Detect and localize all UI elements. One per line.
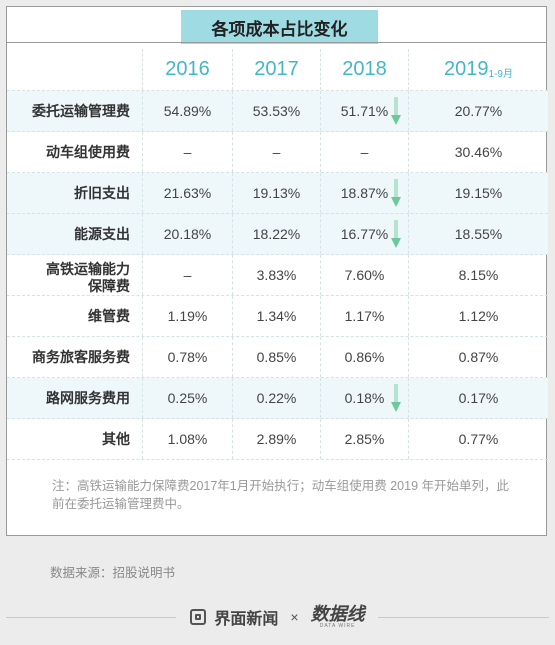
brand-datawire: 数据线 (310, 603, 365, 625)
title-divider (7, 42, 546, 43)
down-arrow-icon (391, 179, 401, 207)
cell-2019: 0.87% (408, 337, 548, 377)
table-header-row: 2016 2017 2018 2019 1-9月 (7, 49, 548, 91)
cell-2018-value: 0.18% (344, 390, 385, 406)
row-label: 其他 (102, 430, 130, 447)
table-row: 折旧支出 21.63% 19.13% 18.87% 19.15% (7, 173, 548, 214)
cell-2016: – (142, 132, 232, 172)
cell-2016: 0.25% (142, 378, 232, 418)
footer-branding: 界面新闻 × 数据线 DATA WIRE (0, 603, 555, 631)
cell-2018-value: 16.77% (340, 226, 389, 242)
row-label: 能源支出 (74, 225, 130, 242)
cell-2018: 18.87% (320, 173, 408, 213)
cell-2016: – (142, 255, 232, 295)
table-title: 各项成本占比变化 (181, 10, 378, 44)
row-label: 路网服务费用 (46, 389, 130, 406)
data-source: 数据来源：招股说明书 (50, 566, 176, 580)
row-label-line2: 保障费 (88, 278, 130, 294)
row-label-line1: 高铁运输能力 (46, 261, 130, 277)
cell-2019: 18.55% (408, 214, 548, 254)
table-row: 其他 1.08% 2.89% 2.85% 0.77% (7, 419, 548, 460)
cost-table: 2016 2017 2018 2019 1-9月 委托运输管理费 54.89% … (7, 49, 548, 460)
footer-divider-left (6, 617, 176, 618)
cell-2018-value: 18.87% (340, 185, 389, 201)
cell-2017: 19.13% (232, 173, 320, 213)
cell-2016: 1.08% (142, 419, 232, 459)
cell-2019: 0.17% (408, 378, 548, 418)
cell-2019: 30.46% (408, 132, 548, 172)
down-arrow-icon (391, 220, 401, 248)
cell-2018: – (320, 132, 408, 172)
table-row: 能源支出 20.18% 18.22% 16.77% 18.55% (7, 214, 548, 255)
row-label: 高铁运输能力 保障费 (7, 255, 142, 295)
row-label: 折旧支出 (74, 184, 130, 201)
cell-2016: 0.78% (142, 337, 232, 377)
brand-jiemian: 界面新闻 (214, 611, 279, 628)
header-2017: 2017 (232, 49, 320, 90)
cell-2018: 7.60% (320, 255, 408, 295)
brand-datawire-sub: DATA WIRE (319, 622, 356, 629)
cell-2019: 8.15% (408, 255, 548, 295)
footer-divider-right (378, 617, 549, 618)
cell-2017: 0.22% (232, 378, 320, 418)
table-row: 维管费 1.19% 1.34% 1.17% 1.12% (7, 296, 548, 337)
jiemian-logo-icon (190, 609, 207, 625)
row-label: 委托运输管理费 (32, 102, 130, 119)
cell-2017: 2.89% (232, 419, 320, 459)
header-2019: 2019 1-9月 (408, 49, 548, 90)
table-row: 高铁运输能力 保障费 – 3.83% 7.60% 8.15% (7, 255, 548, 296)
row-label: 动车组使用费 (46, 143, 130, 160)
table-row: 路网服务费用 0.25% 0.22% 0.18% 0.17% (7, 378, 548, 419)
cell-2018: 16.77% (320, 214, 408, 254)
cell-2018: 1.17% (320, 296, 408, 336)
cell-2019: 19.15% (408, 173, 548, 213)
header-2019-year: 2019 (444, 58, 489, 80)
cell-2017: – (232, 132, 320, 172)
row-label: 商务旅客服务费 (32, 348, 130, 365)
cell-2016: 1.19% (142, 296, 232, 336)
cell-2017: 53.53% (232, 91, 320, 131)
row-label: 维管费 (88, 307, 130, 324)
cell-2019: 0.77% (408, 419, 548, 459)
table-row: 委托运输管理费 54.89% 53.53% 51.71% 20.77% (7, 91, 548, 132)
cell-2017: 1.34% (232, 296, 320, 336)
table-row: 动车组使用费 – – – 30.46% (7, 132, 548, 173)
header-blank (7, 49, 142, 90)
down-arrow-icon (391, 384, 401, 412)
down-arrow-icon (391, 97, 401, 125)
header-2019-period: 1-9月 (488, 69, 513, 80)
cell-2019: 1.12% (408, 296, 548, 336)
brand-datawire-logo: 数据线 DATA WIRE (310, 603, 365, 629)
cell-2018: 2.85% (320, 419, 408, 459)
header-2018: 2018 (320, 49, 408, 90)
table-footnote: 注：高铁运输能力保障费2017年1月开始执行；动车组使用费 2019 年开始单列… (52, 479, 510, 511)
cell-2018-value: 51.71% (340, 103, 389, 119)
cell-2017: 0.85% (232, 337, 320, 377)
cell-2016: 21.63% (142, 173, 232, 213)
cell-2018: 0.86% (320, 337, 408, 377)
cost-table-card: 各项成本占比变化 2016 2017 2018 2019 1-9月 委托运输管理… (6, 6, 548, 536)
cell-2017: 3.83% (232, 255, 320, 295)
cell-2017: 18.22% (232, 214, 320, 254)
cell-2016: 54.89% (142, 91, 232, 131)
cell-2018: 51.71% (320, 91, 408, 131)
cell-2018: 0.18% (320, 378, 408, 418)
cell-2016: 20.18% (142, 214, 232, 254)
cell-2019: 20.77% (408, 91, 548, 131)
table-row: 商务旅客服务费 0.78% 0.85% 0.86% 0.87% (7, 337, 548, 378)
header-2016: 2016 (142, 49, 232, 90)
brand-separator: × (290, 609, 299, 625)
